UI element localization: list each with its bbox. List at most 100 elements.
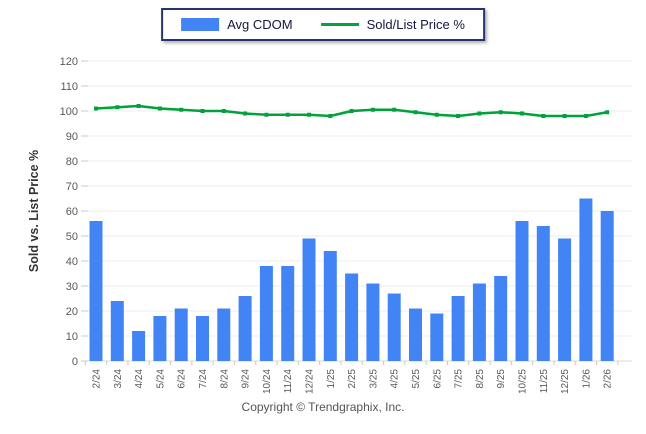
bar-9/25: [494, 276, 508, 361]
y-tick-label: 120: [60, 56, 78, 68]
copyright-text: Copyright © Trendgraphix, Inc.: [241, 400, 405, 414]
x-tick-label-2/26: 2/26: [603, 369, 614, 389]
y-tick-label: 100: [60, 106, 78, 118]
y-tick-label: 50: [66, 231, 78, 243]
x-tick-label-12/24: 12/24: [305, 369, 316, 394]
legend-label-sold-list: Sold/List Price %: [366, 17, 465, 32]
legend-item-avg-cdom: Avg CDOM: [181, 17, 293, 32]
bar-7/24: [196, 316, 209, 361]
x-axis-tick-labels: 2/24 3/24 4/24 5/24 6/24 7/24 8/24 9/24 10/24 11/…: [92, 369, 614, 394]
y-tick-label: 30: [66, 281, 78, 293]
x-tick-label-4/24: 4/24: [134, 369, 145, 389]
x-tick-label-11/24: 11/24: [283, 369, 294, 394]
y-tick-label: 70: [66, 181, 78, 193]
bar-2/26: [600, 211, 614, 361]
line-marker-11/24: [285, 112, 290, 117]
line-marker-2/24: [94, 106, 98, 111]
y-tick-label: 10: [66, 331, 78, 343]
line-marker-12/24: [307, 112, 311, 117]
bar-9/24: [238, 296, 252, 361]
avg-cdom-swatch: [181, 18, 220, 31]
bar-10/25: [515, 221, 529, 361]
y-tick-label: 40: [66, 256, 78, 268]
x-axis-ticks: [84, 361, 619, 365]
x-tick-label-8/24: 8/24: [219, 369, 230, 389]
bar-6/24: [174, 308, 188, 361]
bar-3/24: [110, 301, 124, 361]
x-tick-label-7/25: 7/25: [454, 369, 465, 389]
x-tick-label-6/24: 6/24: [177, 369, 188, 389]
bar-7/25: [451, 296, 465, 361]
avg-cdom-bars: [89, 198, 614, 361]
line-marker-3/24: [115, 105, 120, 110]
x-tick-label-9/24: 9/24: [241, 369, 252, 389]
bar-5/24: [153, 316, 167, 361]
y-axis-title: Sold vs. List Price %: [27, 150, 41, 272]
line-marker-4/24: [136, 104, 141, 108]
x-tick-label-9/25: 9/25: [496, 369, 507, 389]
x-tick-label-10/25: 10/25: [518, 369, 529, 394]
line-marker-6/24: [179, 107, 184, 112]
line-marker-10/25: [520, 111, 524, 116]
x-tick-label-7/24: 7/24: [198, 369, 209, 389]
line-marker-2/26: [605, 110, 610, 115]
y-tick-label: 90: [66, 131, 78, 143]
bar-1/26: [579, 198, 593, 361]
x-tick-label-5/25: 5/25: [411, 369, 422, 389]
y-tick-label: 0: [72, 356, 78, 368]
x-tick-label-1/26: 1/26: [581, 369, 592, 389]
line-marker-8/24: [221, 109, 226, 113]
line-marker-1/25: [328, 114, 333, 118]
line-marker-9/25: [498, 110, 503, 115]
x-tick-label-10/24: 10/24: [262, 369, 273, 394]
x-tick-label-8/25: 8/25: [475, 369, 486, 389]
x-tick-label-1/25: 1/25: [326, 369, 337, 389]
gridlines: [81, 60, 632, 362]
bar-8/24: [217, 308, 231, 361]
line-marker-4/25: [392, 107, 397, 112]
bar-3/25: [366, 283, 380, 361]
sold-list-price-line: [94, 104, 610, 118]
x-tick-label-4/25: 4/25: [390, 369, 401, 389]
x-tick-label-2/25: 2/25: [347, 369, 358, 389]
bar-1/25: [323, 251, 337, 361]
line-marker-2/25: [349, 109, 354, 113]
bar-10/24: [259, 266, 273, 361]
bar-2/25: [345, 273, 359, 361]
x-tick-label-2/24: 2/24: [92, 369, 103, 389]
y-tick-label: 20: [66, 306, 78, 318]
x-tick-label-3/24: 3/24: [113, 369, 124, 389]
x-tick-label-11/25: 11/25: [539, 369, 550, 394]
line-marker-12/25: [562, 114, 567, 118]
legend-item-sold-list: Sold/List Price %: [320, 17, 465, 32]
y-tick-label: 60: [66, 206, 78, 218]
legend-label-avg-cdom: Avg CDOM: [227, 17, 293, 32]
y-axis-tick-labels: 0 10 20 30 40 50 60 70 80 90 100 110 120: [60, 56, 78, 368]
bar-5/25: [409, 308, 422, 361]
line-marker-5/25: [413, 110, 418, 115]
x-tick-label-3/25: 3/25: [368, 369, 379, 389]
line-marker-7/25: [456, 114, 461, 118]
line-marker-3/25: [370, 107, 375, 112]
bar-12/24: [302, 238, 316, 361]
bar-2/24: [89, 221, 103, 361]
x-tick-label-12/25: 12/25: [560, 369, 571, 394]
line-marker-11/25: [541, 114, 546, 118]
bar-8/25: [472, 283, 486, 361]
line-marker-6/25: [434, 112, 439, 117]
line-marker-8/25: [477, 111, 482, 116]
bar-11/24: [281, 266, 295, 361]
line-marker-1/26: [583, 114, 588, 118]
y-tick-label: 80: [66, 156, 78, 168]
x-tick-label-5/24: 5/24: [155, 369, 166, 389]
line-marker-10/24: [264, 112, 269, 117]
line-marker-5/24: [157, 106, 162, 111]
bar-12/25: [558, 238, 572, 361]
bar-11/25: [536, 226, 550, 361]
chart-legend: Avg CDOM Sold/List Price %: [161, 8, 485, 41]
line-marker-9/24: [243, 111, 248, 116]
line-marker-7/24: [200, 109, 205, 113]
bar-4/24: [132, 331, 146, 361]
